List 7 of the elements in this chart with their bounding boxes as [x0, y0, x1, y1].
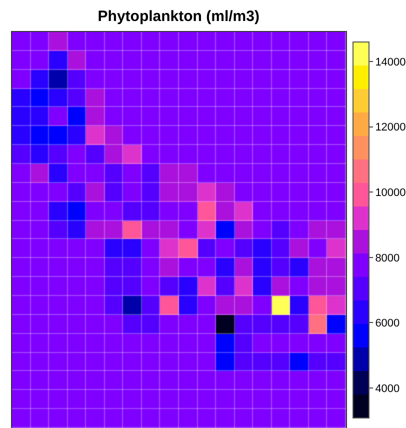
color-bar-label: 12000 — [375, 122, 406, 134]
color-bar-label: 14000 — [375, 56, 406, 68]
color-bar-label: 8000 — [375, 252, 400, 264]
chart-title: Phytoplankton (ml/m3) — [98, 8, 260, 26]
color-bar-label: 4000 — [375, 382, 400, 395]
color-bar-label: 6000 — [375, 318, 400, 330]
color-bar-label: 10000 — [375, 186, 406, 199]
